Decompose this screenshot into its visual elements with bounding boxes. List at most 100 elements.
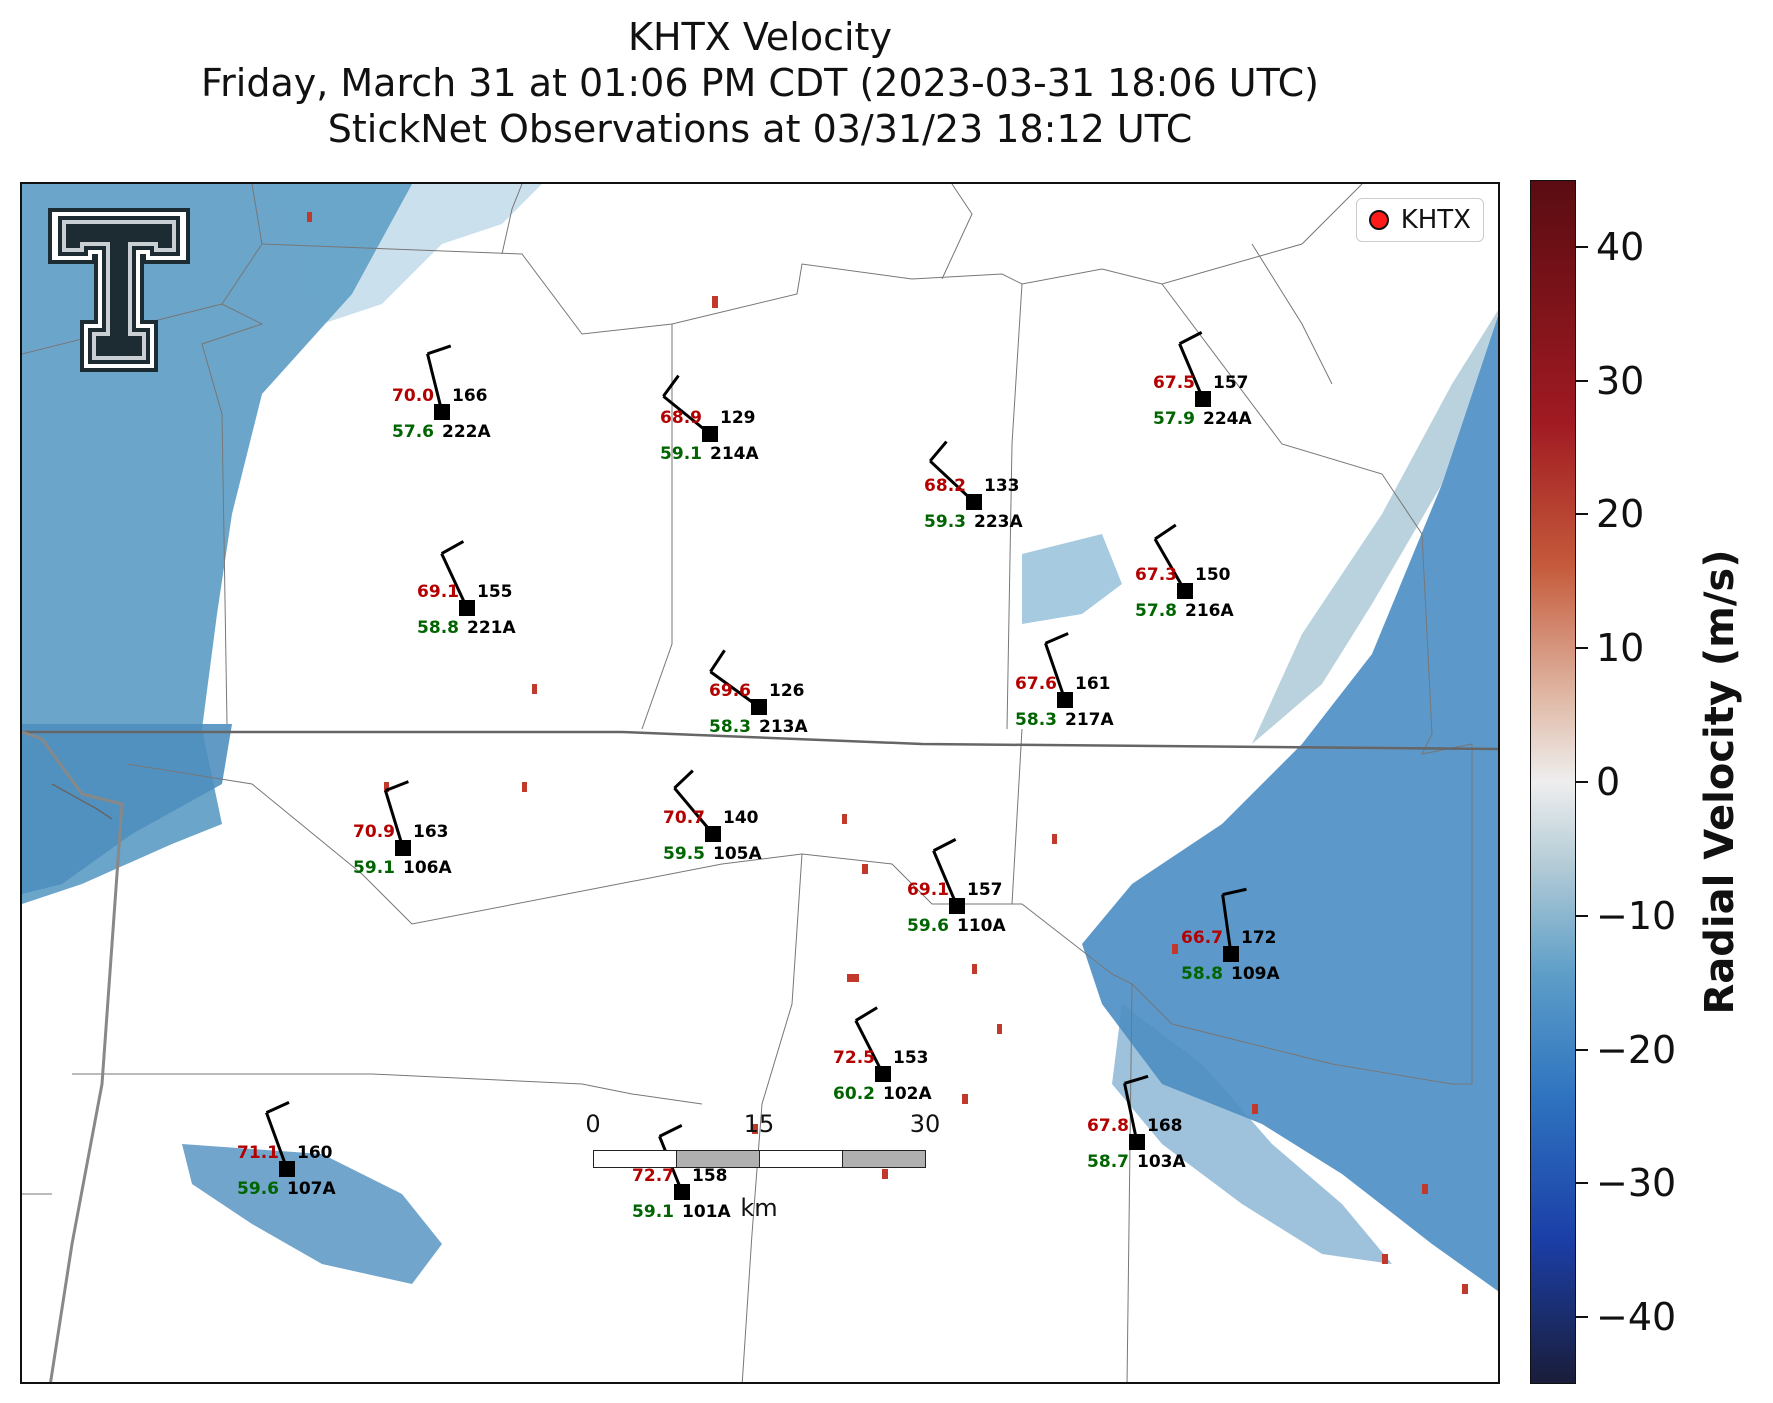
wind-barb-flag — [1178, 331, 1203, 346]
station-wind-direction: 160 — [297, 1143, 333, 1163]
station-marker-icon — [1057, 692, 1073, 708]
station-dewpoint: 59.6 — [237, 1179, 279, 1199]
wind-barb-flag — [384, 780, 409, 793]
station-dewpoint: 58.3 — [709, 717, 751, 737]
station-dewpoint: 58.8 — [1181, 964, 1223, 984]
station-id: 107A — [287, 1179, 336, 1199]
wind-barb-flag — [1124, 1074, 1149, 1085]
station-dewpoint: 57.8 — [1135, 601, 1177, 621]
wind-barb-flag — [1154, 523, 1177, 541]
station-dewpoint: 58.8 — [417, 618, 459, 638]
station-temperature: 70.0 — [392, 386, 434, 406]
velocity-echoes — [22, 184, 1498, 1294]
station-wind-direction: 163 — [413, 822, 449, 842]
station-marker-icon — [459, 600, 475, 616]
colorbar-tick-label: −30 — [1596, 1161, 1677, 1206]
station-id: 105A — [713, 844, 762, 864]
wind-barb-staff — [854, 1019, 885, 1075]
station-id: 221A — [467, 618, 516, 638]
wind-barb-flag — [709, 649, 726, 673]
station-dewpoint: 58.3 — [1015, 710, 1057, 730]
station-dewpoint: 59.1 — [632, 1202, 674, 1222]
colorbar-tick-label: −10 — [1596, 893, 1677, 938]
station-dewpoint: 57.6 — [392, 422, 434, 442]
wind-barb-staff — [1044, 642, 1067, 701]
station-id: 103A — [1137, 1152, 1186, 1172]
scale-tick-30: 30 — [909, 1110, 941, 1138]
station-wind-direction: 153 — [893, 1048, 929, 1068]
station-marker-icon — [279, 1161, 295, 1177]
station-dewpoint: 59.5 — [663, 844, 705, 864]
station-marker-icon — [1177, 583, 1193, 599]
station-wind-direction: 129 — [720, 408, 756, 428]
velocity-colorbar — [1530, 180, 1576, 1384]
colorbar-tick-mark — [1576, 245, 1588, 248]
wind-barb-flag — [932, 838, 957, 853]
station-dewpoint: 57.9 — [1153, 409, 1195, 429]
colorbar-tick-mark — [1576, 1182, 1588, 1185]
station-marker-icon — [1129, 1134, 1145, 1150]
wind-barb-staff — [932, 850, 959, 907]
wind-barb-flag — [673, 769, 694, 790]
station-wind-direction: 157 — [1213, 373, 1249, 393]
station-wind-direction: 158 — [692, 1166, 728, 1186]
station-marker-icon — [705, 826, 721, 842]
station-wind-direction: 168 — [1147, 1116, 1183, 1136]
colorbar-tick-label: −20 — [1596, 1027, 1677, 1072]
station-marker-icon — [875, 1066, 891, 1082]
station-wind-direction: 126 — [769, 681, 805, 701]
station-id: 216A — [1185, 601, 1234, 621]
station-id: 223A — [974, 512, 1023, 532]
colorbar-title: Radial Velocity (m/s) — [1697, 549, 1743, 1015]
colorbar-tick-mark — [1576, 1048, 1588, 1051]
station-wind-direction: 166 — [452, 386, 488, 406]
station-temperature: 69.1 — [417, 582, 459, 602]
station-wind-direction: 155 — [477, 582, 513, 602]
station-dewpoint: 59.6 — [907, 916, 949, 936]
wind-barb-flag — [1044, 632, 1069, 645]
colorbar-tick-mark — [1576, 647, 1588, 650]
scale-tick-15: 15 — [743, 1110, 775, 1138]
wind-barb-staff — [440, 552, 469, 609]
map-legend: KHTX — [1355, 198, 1484, 242]
scale-segment — [842, 1150, 926, 1168]
station-dewpoint: 59.1 — [353, 858, 395, 878]
legend-label: KHTX — [1400, 205, 1471, 235]
station-id: 101A — [682, 1202, 731, 1222]
station-id: 110A — [957, 916, 1006, 936]
station-marker-icon — [674, 1184, 690, 1200]
station-id: 214A — [710, 444, 759, 464]
wind-barb-staff — [709, 670, 760, 709]
station-temperature: 70.7 — [663, 808, 705, 828]
wind-barb-staff — [1153, 538, 1187, 592]
map-layers — [22, 184, 1498, 1382]
station-temperature: 68.9 — [660, 408, 702, 428]
scale-bar: 0 15 30 km — [560, 1110, 1060, 1230]
station-marker-icon — [702, 426, 718, 442]
station-dewpoint: 60.2 — [833, 1084, 875, 1104]
station-temperature: 66.7 — [1181, 928, 1223, 948]
station-marker-icon — [966, 494, 982, 510]
radar-map[interactable]: 70.0 166 57.6 222A 68.9 129 59.1 214A 67.5 157 57.… — [20, 182, 1500, 1384]
scale-tick-0: 0 — [585, 1110, 601, 1138]
station-marker-icon — [434, 404, 450, 420]
station-temperature: 72.5 — [833, 1048, 875, 1068]
station-wind-direction: 157 — [967, 880, 1003, 900]
wind-barb-flag — [928, 440, 948, 463]
station-temperature: 67.5 — [1153, 373, 1195, 393]
station-id: 222A — [442, 422, 491, 442]
wind-barb-flag — [662, 374, 680, 398]
khtx-marker-icon — [1368, 210, 1389, 230]
station-marker-icon — [751, 699, 767, 715]
wind-barb-staff — [1178, 343, 1205, 400]
colorbar-tick-label: 20 — [1596, 492, 1645, 537]
wind-barb-staff — [384, 790, 405, 849]
colorbar-tick-mark — [1576, 914, 1588, 917]
colorbar-tick-mark — [1576, 781, 1588, 783]
wind-barb-flag — [265, 1101, 290, 1114]
station-id: 106A — [403, 858, 452, 878]
county-boundaries — [22, 184, 1498, 1382]
station-temperature: 69.1 — [907, 880, 949, 900]
title-time: Friday, March 31 at 01:06 PM CDT (2023-0… — [201, 61, 1319, 105]
wind-barb-flag — [427, 344, 452, 356]
